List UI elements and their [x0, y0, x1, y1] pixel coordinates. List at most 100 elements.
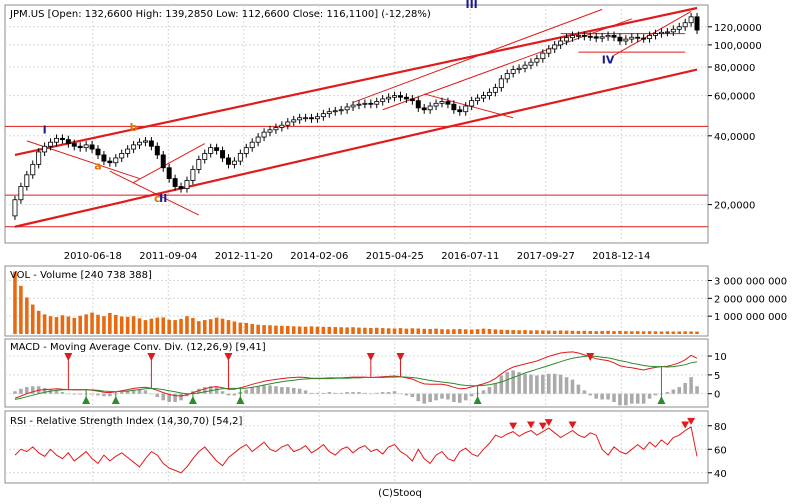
macd-histogram-bar — [291, 387, 296, 394]
price-xtick-label: 2014-02-06 — [290, 251, 348, 262]
volume-bar — [505, 329, 510, 334]
price-wave-label: I — [43, 123, 47, 136]
volume-bar — [137, 318, 142, 334]
price-candle — [552, 44, 558, 50]
macd-histogram-bar — [369, 393, 373, 395]
rsi-plot-area — [4, 410, 709, 484]
macd-histogram-bar — [96, 393, 100, 396]
macd-buy-arrow — [657, 396, 666, 404]
volume-bar — [404, 328, 409, 334]
volume-bar — [535, 330, 539, 334]
volume-bar — [671, 331, 676, 334]
volume-bar — [303, 326, 308, 334]
macd-histogram-bar — [529, 374, 533, 394]
volume-bar — [232, 321, 237, 334]
price-wave-label: a — [94, 159, 101, 172]
price-candle — [285, 121, 291, 126]
volume-bar — [570, 330, 575, 334]
price-candle — [279, 124, 285, 128]
price-candle — [273, 127, 279, 131]
macd-histogram-bar — [410, 393, 415, 398]
price-candle — [220, 150, 226, 159]
volume-bar — [167, 319, 171, 334]
volume-bar — [274, 325, 278, 334]
price-y-ticks: 120,0000 100,0000 80,0000 60,0000 40,0000 20,… — [708, 23, 762, 212]
macd-histogram-bar — [677, 387, 682, 394]
price-trendline — [14, 6, 698, 156]
price-ytick-label: 40,0000 — [714, 132, 755, 143]
price-candle — [463, 105, 469, 113]
volume-bar — [250, 324, 254, 334]
price-candle — [59, 137, 65, 141]
price-candle — [492, 87, 498, 93]
macd-y-ticks: 10 5 0 — [708, 352, 727, 401]
price-candle — [184, 180, 190, 189]
price-xtick-label: 2010-06-18 — [64, 251, 122, 262]
price-candle — [599, 36, 605, 39]
price-candle — [338, 109, 344, 112]
price-trendline — [14, 68, 698, 228]
macd-histogram-bar — [630, 393, 634, 404]
volume-bar — [54, 317, 59, 334]
macd-histogram-bar — [422, 393, 426, 404]
macd-ytick-label: 5 — [714, 371, 720, 382]
macd-histogram-bar — [345, 392, 349, 394]
volume-bar — [487, 329, 492, 334]
price-candle — [24, 174, 30, 187]
rsi-title: RSI - Relative Strength Index (14,30,70)… — [10, 416, 243, 427]
macd-sell-arrow — [396, 353, 405, 361]
macd-title: MACD - Moving Average Conv. Div. (12,26,… — [10, 342, 266, 353]
volume-bar — [345, 327, 349, 334]
volume-bar — [653, 331, 658, 334]
macd-histogram-bar — [214, 387, 219, 394]
rsi-ytick-label: 80 — [714, 422, 727, 433]
macd-histogram-bar — [541, 374, 545, 394]
macd-histogram-bar — [552, 373, 557, 394]
volume-bar — [612, 331, 616, 334]
macd-histogram-bar — [78, 393, 82, 395]
price-candle — [303, 117, 309, 120]
volume-bar — [546, 330, 551, 334]
rsi-sell-arrow — [544, 419, 553, 427]
volume-title: VOL - Volume [240 738 388] — [10, 270, 152, 281]
price-candle — [653, 33, 658, 36]
price-candle — [581, 35, 587, 37]
macd-histogram-bar — [202, 387, 207, 394]
price-candle — [670, 28, 676, 33]
volume-bar — [392, 328, 397, 334]
rsi-ytick-label: 40 — [714, 469, 727, 480]
rsi-sell-arrow — [568, 421, 577, 429]
macd-histogram-bar — [624, 393, 628, 406]
price-candle — [267, 129, 273, 133]
price-candle — [676, 26, 682, 30]
price-wave-label: III — [466, 0, 478, 11]
price-candle — [350, 104, 356, 108]
footer-copyright: (C)Stooq — [378, 488, 422, 499]
volume-bar — [19, 285, 23, 334]
macd-histogram-bar — [321, 392, 326, 394]
macd-histogram-bar — [137, 389, 142, 394]
price-candle — [18, 186, 24, 201]
price-candle — [611, 35, 617, 38]
price-candle — [546, 48, 552, 54]
price-candle — [48, 141, 54, 147]
volume-bar — [600, 330, 604, 334]
volume-y-ticks: 3 000 000 000 2 000 000 000 1 000 000 000 — [708, 276, 787, 323]
price-xtick-label: 2012-11-20 — [215, 251, 273, 262]
price-candle — [309, 117, 314, 120]
price-candle — [392, 95, 398, 98]
price-candle — [564, 37, 570, 42]
price-candle — [682, 22, 688, 28]
price-xtick-label: 2016-07-11 — [441, 251, 499, 262]
rsi-panel: RSI - Relative Strength Index (14,30,70)… — [4, 410, 727, 484]
price-candle — [77, 145, 83, 149]
volume-bar — [155, 317, 160, 334]
volume-bar — [635, 331, 640, 334]
macd-histogram-bar — [60, 392, 65, 394]
volume-bar — [244, 322, 249, 334]
price-candle — [249, 141, 255, 149]
price-candle — [255, 136, 261, 143]
volume-grid — [5, 266, 708, 336]
price-candle — [445, 101, 451, 105]
macd-histogram-bar — [641, 393, 646, 404]
